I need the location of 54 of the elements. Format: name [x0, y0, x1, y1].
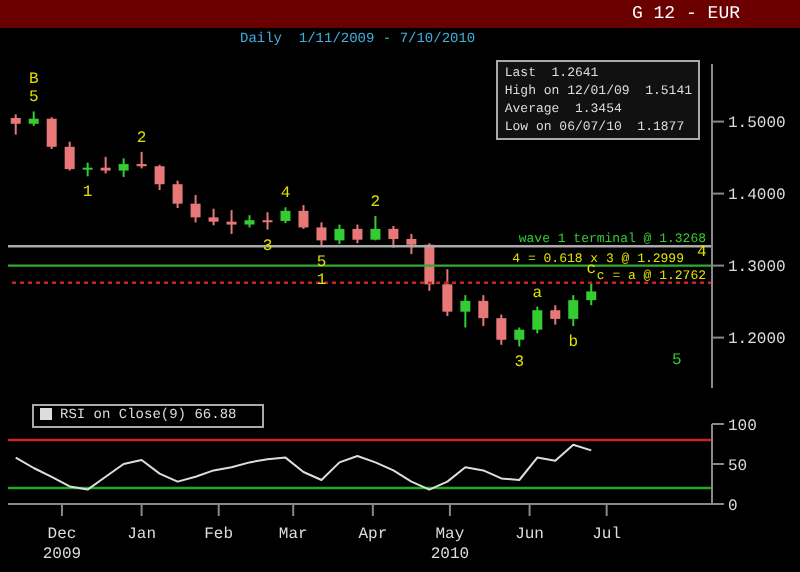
candlestick	[550, 304, 561, 326]
y-tick-label: 50	[728, 457, 748, 476]
x-tick-label: May 2010	[430, 526, 470, 564]
annotation: 1	[316, 272, 327, 291]
candlestick	[514, 326, 525, 348]
chart-title: G 12 - EUR	[0, 0, 800, 28]
y-tick-label: 1.3000	[728, 259, 787, 278]
y-tick-label: 1.2000	[728, 331, 787, 350]
y-tick-label: 1.5000	[728, 115, 787, 134]
x-tick-label: Apr	[358, 526, 388, 544]
annotation: 3	[514, 354, 525, 373]
candlestick	[388, 225, 399, 249]
annotation: 4	[280, 185, 291, 204]
candlestick	[460, 294, 471, 329]
candlestick	[190, 194, 201, 224]
annotation: 5	[672, 352, 682, 370]
candlestick	[496, 313, 507, 346]
candlestick	[262, 211, 273, 231]
candlestick	[406, 232, 417, 256]
y-tick-label: 100	[728, 417, 758, 436]
x-tick-label: Mar	[278, 526, 308, 544]
candlestick	[586, 281, 597, 307]
y-tick-label: 1.4000	[728, 187, 787, 206]
candlestick	[568, 294, 579, 328]
annotation: 1	[82, 184, 93, 203]
annotation: b	[568, 334, 579, 353]
line-series	[14, 443, 593, 491]
candlestick	[352, 223, 363, 245]
candlestick	[298, 204, 309, 230]
annotation: 2	[136, 129, 147, 148]
candlestick	[442, 268, 453, 317]
candlestick	[172, 179, 183, 209]
annotation: 4	[696, 243, 707, 262]
y-tick-label: 0	[728, 497, 738, 516]
candlestick	[316, 221, 327, 248]
x-tick-label: Jul	[592, 526, 622, 544]
candlestick	[532, 305, 543, 335]
annotation: B	[28, 71, 39, 90]
candlestick	[154, 163, 165, 191]
candlestick	[46, 116, 57, 150]
x-tick-label: Dec 2009	[42, 526, 82, 564]
candlestick	[64, 140, 75, 172]
candlestick	[370, 214, 381, 242]
candlestick	[334, 223, 345, 245]
x-tick-label: Jun	[515, 526, 545, 544]
candlestick	[226, 209, 237, 235]
candlestick	[10, 113, 21, 136]
annotation: 5	[28, 89, 39, 108]
x-tick-label: Feb	[204, 526, 234, 544]
annotation: 2	[370, 193, 381, 212]
x-tick-label: Jan	[127, 526, 157, 544]
candlestick	[118, 157, 129, 179]
annotation: a	[532, 284, 543, 303]
candlestick	[478, 294, 489, 328]
